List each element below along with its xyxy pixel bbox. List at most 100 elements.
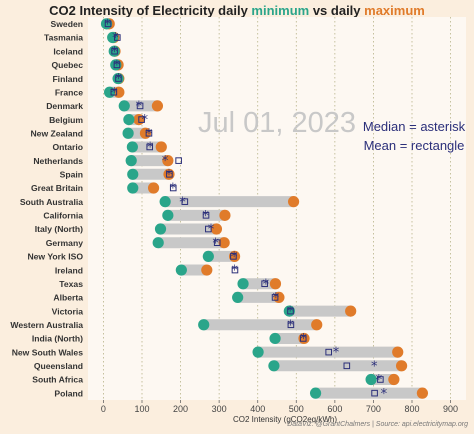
mean-marker (371, 389, 378, 397)
mean-marker (287, 307, 294, 315)
median-marker: * (273, 291, 280, 306)
x-tick-label: 200 (173, 404, 188, 414)
mean-legend-note: Mean = rectangle (364, 138, 465, 153)
min-point (232, 291, 244, 304)
min-point (202, 250, 214, 262)
median-marker: * (371, 359, 378, 374)
x-tick-label: 100 (134, 404, 149, 414)
title-min-word: minimum (251, 3, 310, 18)
median-marker: * (231, 264, 238, 279)
median-marker: * (300, 332, 307, 347)
mean-marker (202, 212, 210, 219)
mean-marker (169, 184, 177, 192)
min-point (162, 209, 174, 221)
region-label: Quebec (51, 60, 83, 70)
mean-marker (175, 157, 182, 164)
region-label: California (43, 211, 83, 221)
mean-marker (115, 75, 122, 82)
date-label: Jul 01, 2023 (198, 107, 356, 139)
region-label: Italy (North) (35, 224, 83, 234)
max-point (147, 182, 160, 194)
median-marker: * (112, 31, 119, 46)
min-point (269, 332, 281, 345)
mean-marker (138, 116, 145, 123)
median-marker: * (147, 141, 154, 156)
median-marker: * (263, 277, 270, 292)
x-tick-label: 400 (250, 404, 265, 414)
min-point (309, 387, 322, 399)
median-marker: * (162, 154, 169, 169)
region-label: New South Wales (12, 347, 84, 357)
median-marker: * (287, 318, 294, 333)
median-marker: * (136, 100, 143, 115)
region-label: Germany (46, 238, 83, 248)
mean-marker (113, 61, 121, 69)
min-point (126, 141, 138, 153)
min-point (159, 196, 171, 208)
median-marker: * (114, 58, 121, 73)
region-label: South Australia (20, 197, 83, 207)
region-label: France (55, 87, 83, 97)
x-tick-label: 500 (289, 404, 304, 414)
region-label: Poland (54, 388, 83, 398)
max-point (395, 360, 408, 372)
median-marker: * (179, 195, 186, 210)
mean-marker (146, 143, 154, 151)
max-point (311, 319, 323, 331)
median-marker: * (202, 209, 209, 224)
title-part-1: CO2 Intensity of Electricity daily (49, 3, 252, 18)
median-marker: * (376, 373, 383, 388)
mean-marker (136, 102, 144, 110)
x-tick-label: 0 (101, 404, 106, 414)
region-label: Alberta (53, 293, 83, 303)
mean-marker (230, 253, 237, 260)
median-marker: * (141, 113, 148, 128)
min-point (154, 223, 167, 235)
min-point (122, 127, 134, 139)
mean-marker (271, 294, 279, 301)
max-point (269, 278, 282, 290)
median-marker: * (208, 223, 215, 238)
median-marker: * (111, 86, 118, 101)
max-point (155, 141, 167, 153)
max-point (151, 100, 164, 112)
mean-marker (205, 225, 212, 233)
region-label: Denmark (46, 101, 83, 111)
mean-marker (377, 376, 384, 383)
min-point (123, 113, 135, 126)
mean-marker (231, 266, 239, 274)
max-point (218, 237, 230, 249)
mean-marker (213, 239, 221, 246)
median-marker: * (111, 45, 118, 60)
x-tick-label: 900 (443, 404, 458, 414)
region-label: Finland (52, 74, 83, 84)
title-part-3: vs daily (309, 3, 365, 18)
mean-marker (325, 348, 332, 356)
mean-marker (343, 362, 351, 370)
max-point (210, 223, 223, 235)
mean-marker (110, 88, 118, 96)
title-max-word: maximum (364, 3, 425, 18)
x-tick-label: 600 (327, 404, 342, 414)
min-point (127, 182, 139, 194)
mean-marker (261, 280, 268, 288)
region-label: Belgium (49, 115, 83, 125)
min-point (175, 264, 187, 276)
region-label: Victoria (52, 306, 84, 316)
mean-marker (114, 34, 121, 41)
median-marker: * (333, 346, 340, 361)
data-credit: DataViz: @GrantChalmers | Source: api.el… (287, 421, 468, 428)
region-label: Netherlands (33, 156, 83, 166)
mean-marker (287, 321, 295, 329)
median-legend-note: Median = asterisk (363, 119, 466, 134)
mean-marker (166, 171, 173, 178)
max-point (219, 209, 231, 221)
x-axis-label: CO2 Intensity (gCO2eq/kWh) (233, 415, 337, 424)
max-point (201, 264, 213, 276)
max-point (416, 387, 429, 399)
region-label: Iceland (53, 46, 83, 56)
min-point (127, 168, 139, 180)
x-tick-label: 800 (404, 404, 419, 414)
max-point (388, 373, 400, 386)
